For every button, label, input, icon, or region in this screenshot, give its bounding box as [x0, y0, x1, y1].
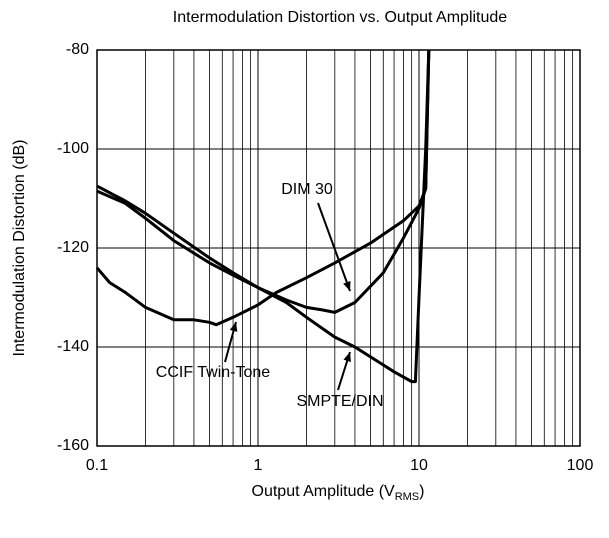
y-tick-label: -120	[57, 239, 89, 256]
series-label: CCIF Twin-Tone	[156, 364, 271, 381]
data-line	[95, 49, 431, 327]
x-tick-label: 0.1	[86, 457, 108, 474]
x-tick-label: 10	[410, 457, 428, 474]
x-label-main: Output Amplitude (V	[252, 483, 396, 500]
series-label: SMPTE/DIN	[296, 393, 383, 410]
callout-arrow	[317, 202, 351, 292]
y-tick-label: -80	[66, 41, 89, 58]
data-line	[96, 49, 431, 384]
x-label-sub: RMS	[395, 491, 419, 503]
data-line	[96, 49, 431, 314]
arrow-head	[229, 322, 238, 332]
plot-frame	[96, 49, 581, 447]
y-tick-label: -100	[57, 140, 89, 157]
y-tick-label: -160	[57, 437, 89, 454]
arrow-head	[343, 281, 351, 291]
y-axis-label: Intermodulation Distortion (dB)	[11, 140, 28, 357]
x-tick-label: 1	[254, 457, 263, 474]
x-axis-label: Output Amplitude (VRMS)	[252, 483, 425, 503]
chart-title: Intermodulation Distortion vs. Output Am…	[173, 9, 507, 26]
series-label: DIM 30	[281, 181, 333, 198]
x-label-end: )	[419, 483, 424, 500]
x-tick-label: 100	[567, 457, 594, 474]
arrow-head	[343, 352, 351, 362]
y-tick-label: -140	[57, 338, 89, 355]
